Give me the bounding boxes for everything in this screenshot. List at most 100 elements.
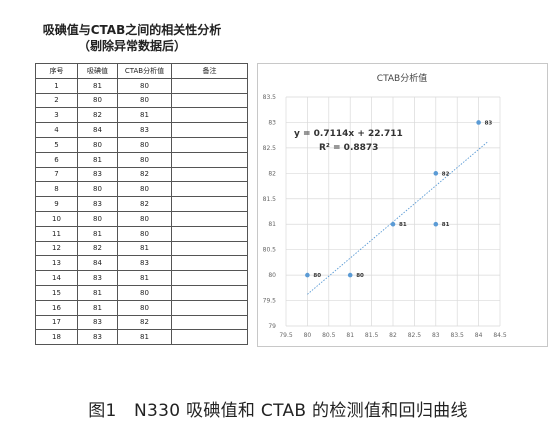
cell-iodine: 83 (77, 314, 118, 331)
table-row: 4 84 83 (35, 122, 248, 138)
trend-equation: y = 0.7114x + 22.711 (294, 129, 403, 139)
y-tick-label: 79.5 (263, 298, 277, 305)
table-row: 16 81 80 (35, 299, 248, 316)
data-label: 82 (442, 171, 450, 177)
cell-ctab: 80 (117, 225, 172, 242)
cell-iodine: 80 (77, 181, 118, 198)
cell-iodine: 82 (77, 240, 118, 257)
table-row: 9 83 82 (35, 196, 248, 212)
x-tick-label: 82 (389, 332, 397, 339)
data-label: 83 (485, 120, 493, 126)
scatter-chart: CTAB分析值 79.5 80 80.5 81 81.5 82 82.5 83 83.5 84 84.… (263, 72, 507, 339)
data-table: 序号 吸碘值 CTAB分析值 备注 1 81 80 2 80 80 3 82 81 4 84 83 5 8… (35, 63, 248, 346)
cell-ctab: 81 (117, 329, 172, 346)
data-table-container: 序号 吸碘值 CTAB分析值 备注 1 81 80 2 80 80 3 82 81 4 84 83 5 8… (35, 63, 248, 346)
header-iodine: 吸碘值 (77, 63, 118, 79)
cell-remark (171, 196, 248, 212)
data-label: 80 (356, 273, 364, 279)
cell-index: 11 (35, 225, 78, 242)
x-tick-label: 81 (346, 332, 354, 339)
cell-ctab: 80 (117, 299, 172, 316)
data-label: 81 (399, 222, 407, 228)
x-tick-label: 80.5 (322, 332, 336, 339)
cell-ctab: 82 (117, 166, 172, 183)
data-point (390, 221, 396, 227)
table-row: 3 82 81 (35, 107, 248, 124)
cell-ctab: 83 (117, 122, 172, 138)
header-remark: 备注 (171, 63, 248, 79)
cell-remark (171, 299, 248, 316)
cell-remark (171, 255, 248, 272)
cell-iodine: 84 (77, 255, 118, 272)
data-point (433, 171, 439, 176)
y-tick-label: 82.5 (263, 145, 277, 152)
cell-ctab: 82 (117, 196, 172, 212)
cell-ctab: 81 (117, 270, 172, 286)
cell-remark (171, 107, 248, 124)
cell-index: 8 (35, 181, 78, 198)
x-tick-label: 84.5 (493, 332, 507, 339)
table-header-row: 序号 吸碘值 CTAB分析值 备注 (35, 63, 248, 79)
cell-remark (171, 92, 248, 109)
chart-panel: CTAB分析值 79.5 80 80.5 81 81.5 82 82.5 83 83.5 84 84.… (257, 63, 548, 347)
cell-iodine: 83 (77, 196, 118, 212)
cell-index: 9 (35, 196, 78, 212)
table-row: 6 81 80 (35, 151, 248, 168)
cell-iodine: 84 (77, 122, 118, 138)
x-tick-label: 79.5 (279, 332, 293, 339)
cell-iodine: 81 (77, 284, 118, 301)
table-row: 12 82 81 (35, 240, 248, 257)
cell-index: 10 (35, 210, 78, 227)
x-tick-label: 83.5 (451, 332, 465, 339)
sheet-title-line1: 吸碘值与CTAB之间的相关性分析 (42, 23, 222, 37)
table-row: 18 83 81 (35, 329, 248, 346)
table-row: 7 83 82 (35, 166, 248, 183)
y-tick-label: 81 (268, 221, 276, 228)
cell-index: 17 (35, 314, 78, 331)
cell-remark (171, 329, 248, 346)
cell-remark (171, 284, 248, 301)
cell-index: 5 (35, 136, 78, 153)
cell-iodine: 83 (77, 166, 118, 183)
cell-iodine: 82 (77, 107, 118, 124)
x-tick-label: 82.5 (408, 332, 422, 339)
cell-ctab: 80 (117, 210, 172, 227)
data-point (305, 272, 310, 278)
cell-iodine: 80 (77, 210, 118, 227)
x-tick-label: 81.5 (365, 332, 379, 339)
cell-ctab: 83 (117, 255, 172, 272)
cell-index: 12 (35, 240, 78, 257)
table-row: 2 80 80 (35, 92, 248, 109)
cell-remark (171, 122, 248, 138)
cell-index: 13 (35, 255, 78, 272)
cell-iodine: 80 (77, 136, 118, 153)
cell-remark (171, 136, 248, 153)
x-tick-label: 83 (432, 332, 440, 339)
sheet-title-line2: （剔除异常数据后） (77, 39, 186, 53)
cell-iodine: 80 (77, 92, 118, 109)
data-point (476, 120, 481, 125)
cell-index: 15 (35, 284, 78, 301)
cell-index: 14 (35, 270, 78, 286)
cell-remark (171, 240, 248, 257)
table-body: 1 81 80 2 80 80 3 82 81 4 84 83 5 80 80 6 81 80 7 83 82 8 80 80… (35, 77, 248, 346)
y-tick-label: 83.5 (263, 94, 277, 101)
cell-ctab: 80 (117, 181, 172, 198)
figure-caption: 图1 N330 吸碘值和 CTAB 的检测值和回归曲线 (88, 401, 468, 421)
sheet-title: 吸碘值与CTAB之间的相关性分析 （剔除异常数据后） (34, 22, 230, 54)
cell-remark (171, 270, 248, 286)
cell-index: 18 (35, 329, 78, 346)
cell-remark (171, 181, 248, 198)
header-index: 序号 (35, 63, 78, 79)
y-tick-label: 83 (268, 119, 276, 126)
y-tick-label: 82 (268, 170, 276, 177)
cell-index: 2 (35, 92, 78, 109)
cell-ctab: 80 (117, 136, 172, 153)
y-tick-label: 80.5 (263, 247, 277, 254)
table-row: 14 83 81 (35, 270, 248, 286)
r-squared: R² = 0.8873 (319, 143, 378, 153)
cell-remark (171, 151, 248, 168)
cell-ctab: 80 (117, 77, 172, 94)
cell-ctab: 80 (117, 151, 172, 168)
x-tick-label: 80 (304, 332, 312, 339)
